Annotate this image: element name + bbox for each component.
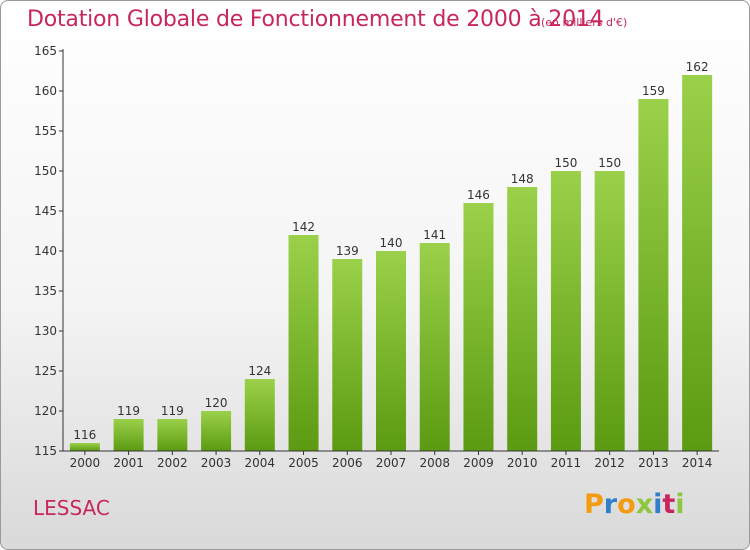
bar-2001[interactable] [113, 419, 144, 451]
value-label-2000: 116 [73, 428, 96, 442]
x-tick-label-2010: 2010 [507, 456, 538, 470]
y-tick-label: 165 [34, 44, 57, 58]
logo-letter: i [653, 489, 663, 520]
x-tick-label-2003: 2003 [201, 456, 232, 470]
value-label-2004: 124 [248, 364, 271, 378]
bar-2005[interactable] [288, 235, 319, 451]
value-label-2005: 142 [292, 220, 315, 234]
bar-2011[interactable] [550, 171, 581, 451]
logo-letter: x [635, 489, 654, 520]
chart-title: Dotation Globale de Fonctionnement de 20… [27, 7, 604, 32]
logo-letter: i [675, 489, 685, 520]
x-tick-label-2006: 2006 [332, 456, 363, 470]
y-tick-label: 155 [34, 124, 57, 138]
bar-chart: 116 119 119 120 124 142 139 140 141 146 148 150 150 1… [34, 44, 719, 470]
bar-2014[interactable] [682, 75, 713, 451]
bar-2009[interactable] [463, 203, 494, 451]
value-label-2014: 162 [686, 60, 709, 74]
value-label-2001: 119 [117, 404, 140, 418]
y-tick-label: 150 [34, 164, 57, 178]
proxiti-logo[interactable]: Proxiti [584, 489, 685, 520]
value-label-2008: 141 [423, 228, 446, 242]
bar-2007[interactable] [376, 251, 406, 451]
y-tick-label: 140 [34, 244, 57, 258]
x-tick-label-2007: 2007 [376, 456, 407, 470]
x-tick-label-2012: 2012 [594, 456, 625, 470]
logo-letter: P [584, 489, 604, 520]
bar-2012[interactable] [594, 171, 625, 451]
value-label-2002: 119 [161, 404, 184, 418]
y-tick-label: 120 [34, 404, 57, 418]
y-tick-label: 125 [34, 364, 57, 378]
x-tick-label-2004: 2004 [245, 456, 276, 470]
value-label-2013: 159 [642, 84, 665, 98]
bar-2000[interactable] [69, 443, 100, 451]
chart-unit: (en milliers d'€) [541, 16, 628, 29]
x-tick-label-2014: 2014 [682, 456, 713, 470]
value-label-2011: 150 [554, 156, 577, 170]
x-tick-label-2005: 2005 [288, 456, 319, 470]
y-tick-label: 115 [34, 444, 57, 458]
y-tick-label: 130 [34, 324, 57, 338]
bar-2008[interactable] [419, 243, 450, 451]
bar-2010[interactable] [507, 187, 538, 451]
bar-2013[interactable] [638, 99, 669, 451]
value-label-2012: 150 [598, 156, 621, 170]
x-tick-label-2011: 2011 [551, 456, 582, 470]
value-label-2007: 140 [380, 236, 403, 250]
y-tick-label: 145 [34, 204, 57, 218]
bar-2002[interactable] [157, 419, 188, 451]
bar-2003[interactable] [201, 411, 232, 451]
y-tick-label: 135 [34, 284, 57, 298]
logo-letter: r [603, 489, 618, 520]
x-tick-label-2001: 2001 [113, 456, 144, 470]
x-tick-label-2000: 2000 [70, 456, 101, 470]
value-label-2006: 139 [336, 244, 359, 258]
bar-2004[interactable] [244, 379, 275, 451]
value-label-2010: 148 [511, 172, 534, 186]
y-tick-label: 160 [34, 84, 57, 98]
x-tick-label-2002: 2002 [157, 456, 188, 470]
value-label-2003: 120 [205, 396, 228, 410]
bar-2006[interactable] [332, 259, 363, 451]
x-tick-label-2008: 2008 [419, 456, 450, 470]
logo-letter: o [617, 489, 636, 520]
x-tick-label-2013: 2013 [638, 456, 669, 470]
commune-name: LESSAC [33, 496, 110, 520]
x-tick-label-2009: 2009 [463, 456, 494, 470]
logo-letter: t [662, 489, 676, 520]
value-label-2009: 146 [467, 188, 490, 202]
